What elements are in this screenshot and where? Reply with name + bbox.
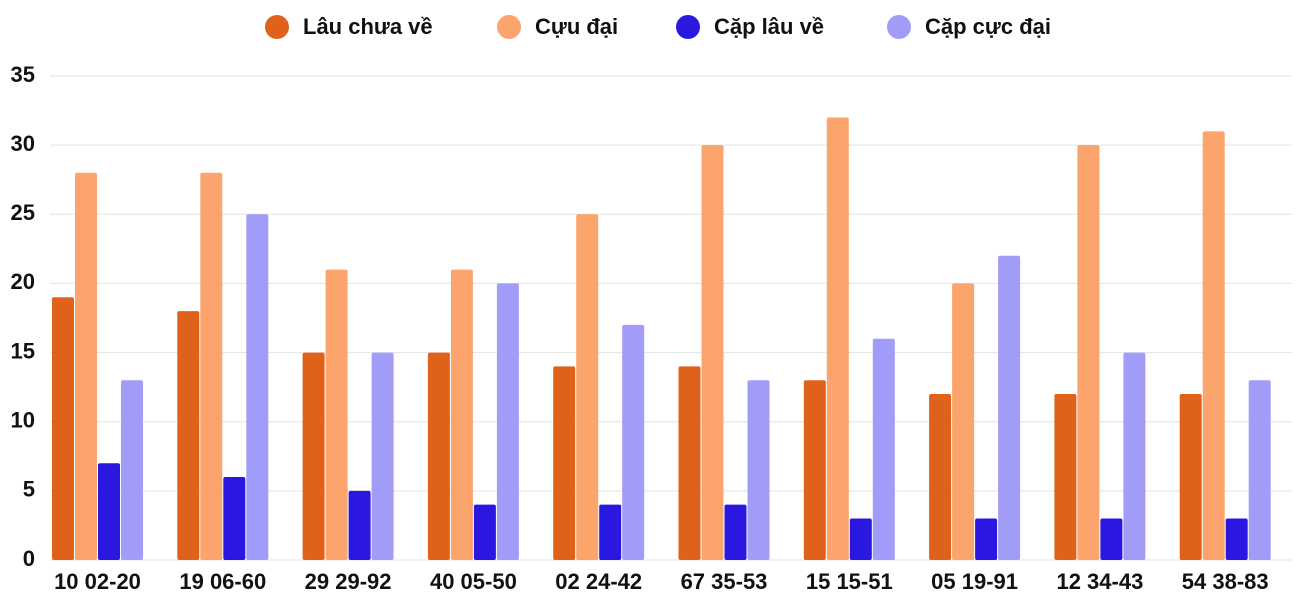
bar <box>1123 352 1146 560</box>
bar <box>473 504 496 560</box>
bar <box>325 269 348 560</box>
bar <box>450 269 473 560</box>
bar <box>302 352 325 560</box>
bar <box>929 394 952 560</box>
y-tick-label: 20 <box>11 269 35 294</box>
x-tick-label: 15 15-51 <box>806 569 893 594</box>
y-tick-label: 5 <box>23 477 35 502</box>
x-tick-label: 02 24-42 <box>555 569 642 594</box>
bar <box>678 366 701 560</box>
legend-label: Lâu chưa về <box>303 14 433 39</box>
bar <box>200 172 223 561</box>
legend-label: Cặp cực đại <box>925 14 1051 39</box>
y-tick-label: 30 <box>11 131 35 156</box>
x-tick-label: 19 06-60 <box>179 569 266 594</box>
y-tick-label: 25 <box>11 200 35 225</box>
bar <box>826 117 849 560</box>
bar <box>1248 380 1271 560</box>
legend-swatch <box>887 15 911 39</box>
bar <box>427 352 450 560</box>
bar <box>701 145 724 560</box>
bar <box>52 297 74 560</box>
bar <box>747 380 770 560</box>
x-tick-label: 10 02-20 <box>54 569 141 594</box>
legend-swatch <box>497 15 521 39</box>
bar <box>952 283 975 560</box>
y-tick-label: 15 <box>11 338 35 363</box>
bar <box>803 380 826 560</box>
bar <box>998 255 1021 560</box>
bar <box>223 477 246 560</box>
bar <box>177 311 200 560</box>
bar <box>1100 518 1123 560</box>
legend-label: Cựu đại <box>535 14 618 39</box>
bar <box>599 504 622 560</box>
bar <box>849 518 872 560</box>
bar <box>1077 145 1100 560</box>
y-tick-label: 35 <box>11 62 35 87</box>
bar <box>1202 131 1225 561</box>
bar <box>1225 518 1248 560</box>
bar <box>121 380 143 560</box>
x-tick-label: 05 19-91 <box>931 569 1018 594</box>
y-tick-label: 0 <box>23 546 35 571</box>
bar <box>496 283 519 560</box>
x-tick-label: 12 34-43 <box>1056 569 1143 594</box>
bar <box>872 338 895 560</box>
y-tick-label: 10 <box>11 408 35 433</box>
bar <box>622 324 645 560</box>
bar <box>1054 394 1077 560</box>
bar <box>348 490 371 560</box>
legend-swatch <box>676 15 700 39</box>
bar <box>371 352 394 560</box>
bar <box>75 172 97 561</box>
bar <box>576 214 599 561</box>
bar <box>98 463 120 560</box>
x-tick-label: 29 29-92 <box>305 569 392 594</box>
legend-swatch <box>265 15 289 39</box>
bar <box>975 518 998 560</box>
x-tick-label: 54 38-83 <box>1182 569 1269 594</box>
bar <box>553 366 576 560</box>
x-tick-label: 67 35-53 <box>681 569 768 594</box>
bar <box>724 504 747 560</box>
x-tick-label: 40 05-50 <box>430 569 517 594</box>
bar <box>1179 394 1202 560</box>
legend-label: Cặp lâu về <box>714 14 824 39</box>
bar <box>246 214 269 561</box>
